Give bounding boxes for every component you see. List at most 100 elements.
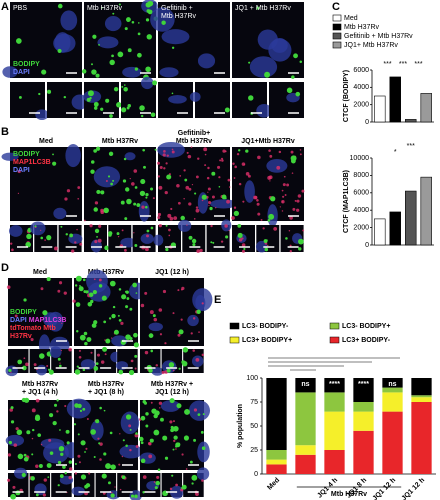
red-dot xyxy=(228,229,230,232)
y-tick-label: 2000 xyxy=(353,224,369,231)
red-dot xyxy=(279,206,281,208)
green-dot xyxy=(264,247,269,252)
green-dot xyxy=(109,280,116,287)
red-dot xyxy=(232,162,235,165)
green-dot xyxy=(191,474,198,481)
red-dot xyxy=(175,483,178,487)
nucleus xyxy=(197,53,216,69)
red-dot xyxy=(276,165,281,170)
green-dot xyxy=(184,178,188,182)
red-dot xyxy=(60,349,63,352)
red-dot xyxy=(86,417,89,420)
red-dot xyxy=(35,464,39,469)
green-dot xyxy=(85,290,89,294)
nucleus xyxy=(2,66,18,78)
bar xyxy=(405,119,417,123)
red-dot xyxy=(129,448,132,452)
red-dot xyxy=(207,187,211,191)
green-dot xyxy=(127,48,132,53)
red-dot xyxy=(296,208,300,212)
green-dot xyxy=(64,471,67,475)
green-dot xyxy=(73,423,77,426)
red-dot xyxy=(236,152,240,156)
red-dot xyxy=(290,150,294,154)
green-dot xyxy=(17,453,24,460)
bar xyxy=(420,176,432,246)
green-dot xyxy=(169,398,175,404)
green-dot xyxy=(103,320,107,324)
red-dot xyxy=(135,445,139,448)
red-dot xyxy=(222,149,226,153)
image-bg xyxy=(206,225,230,252)
green-dot xyxy=(60,452,64,456)
green-dot xyxy=(23,298,27,302)
green-dot xyxy=(79,409,83,413)
red-dot xyxy=(118,463,121,466)
red-dot xyxy=(204,164,207,167)
column-label: Gefitinib + xyxy=(161,5,193,12)
bar-segment xyxy=(295,454,316,474)
bar-segment xyxy=(382,411,403,474)
stain-label: tdTomato Mtb xyxy=(10,325,56,332)
red-dot xyxy=(40,443,43,446)
red-dot xyxy=(197,157,200,160)
panel-label: B xyxy=(1,126,9,138)
green-dot xyxy=(52,161,57,166)
column-label: PBS xyxy=(13,5,27,12)
stain-part: tdTomato Mtb xyxy=(10,325,56,332)
green-dot xyxy=(41,69,47,75)
red-dot xyxy=(23,357,26,360)
red-dot xyxy=(238,182,242,186)
red-dot xyxy=(169,216,174,221)
nucleus xyxy=(49,346,62,358)
red-dot xyxy=(195,208,200,213)
red-dot xyxy=(241,162,246,166)
green-dot xyxy=(87,90,94,97)
green-dot xyxy=(192,243,196,247)
green-dot xyxy=(122,439,125,442)
green-dot xyxy=(137,52,142,58)
green-dot xyxy=(103,409,106,412)
red-dot xyxy=(133,169,138,173)
nucleus xyxy=(138,201,150,222)
green-dot xyxy=(191,238,197,244)
stain-label: BODIPY xyxy=(10,309,37,316)
red-dot xyxy=(292,207,296,211)
green-dot xyxy=(102,346,108,352)
red-dot xyxy=(130,359,134,363)
column-label: JQ1+Mtb H37Rv xyxy=(241,138,295,145)
bar-segment xyxy=(382,392,403,412)
red-dot xyxy=(164,342,167,345)
green-dot xyxy=(165,224,168,227)
nucleus xyxy=(93,166,121,188)
green-dot xyxy=(126,198,132,205)
green-dot xyxy=(34,415,41,422)
green-dot xyxy=(21,472,26,478)
red-dot xyxy=(179,175,182,177)
red-dot xyxy=(193,408,198,412)
green-dot xyxy=(113,86,119,92)
red-dot xyxy=(211,195,215,199)
green-dot xyxy=(130,494,135,498)
nucleus xyxy=(120,237,136,248)
red-dot xyxy=(153,317,158,322)
red-dot xyxy=(121,229,124,232)
nucleus xyxy=(177,219,192,232)
group-label: Mtb H37Rv xyxy=(331,491,367,498)
green-dot xyxy=(243,247,246,251)
y-tick-label: 6000 xyxy=(353,67,369,74)
red-dot xyxy=(215,207,217,209)
green-dot xyxy=(37,433,42,438)
red-dot xyxy=(295,200,297,202)
green-dot xyxy=(116,232,120,236)
red-dot xyxy=(133,232,135,234)
red-dot xyxy=(201,302,204,305)
image-bg xyxy=(182,225,206,252)
nucleus xyxy=(119,444,144,459)
red-dot xyxy=(241,243,246,247)
stain-label: BODIPY xyxy=(13,151,40,158)
green-dot xyxy=(62,465,66,469)
nucleus xyxy=(157,141,185,158)
stain-label: DAPI MAP1LC3B xyxy=(10,317,66,324)
red-dot xyxy=(262,227,265,230)
